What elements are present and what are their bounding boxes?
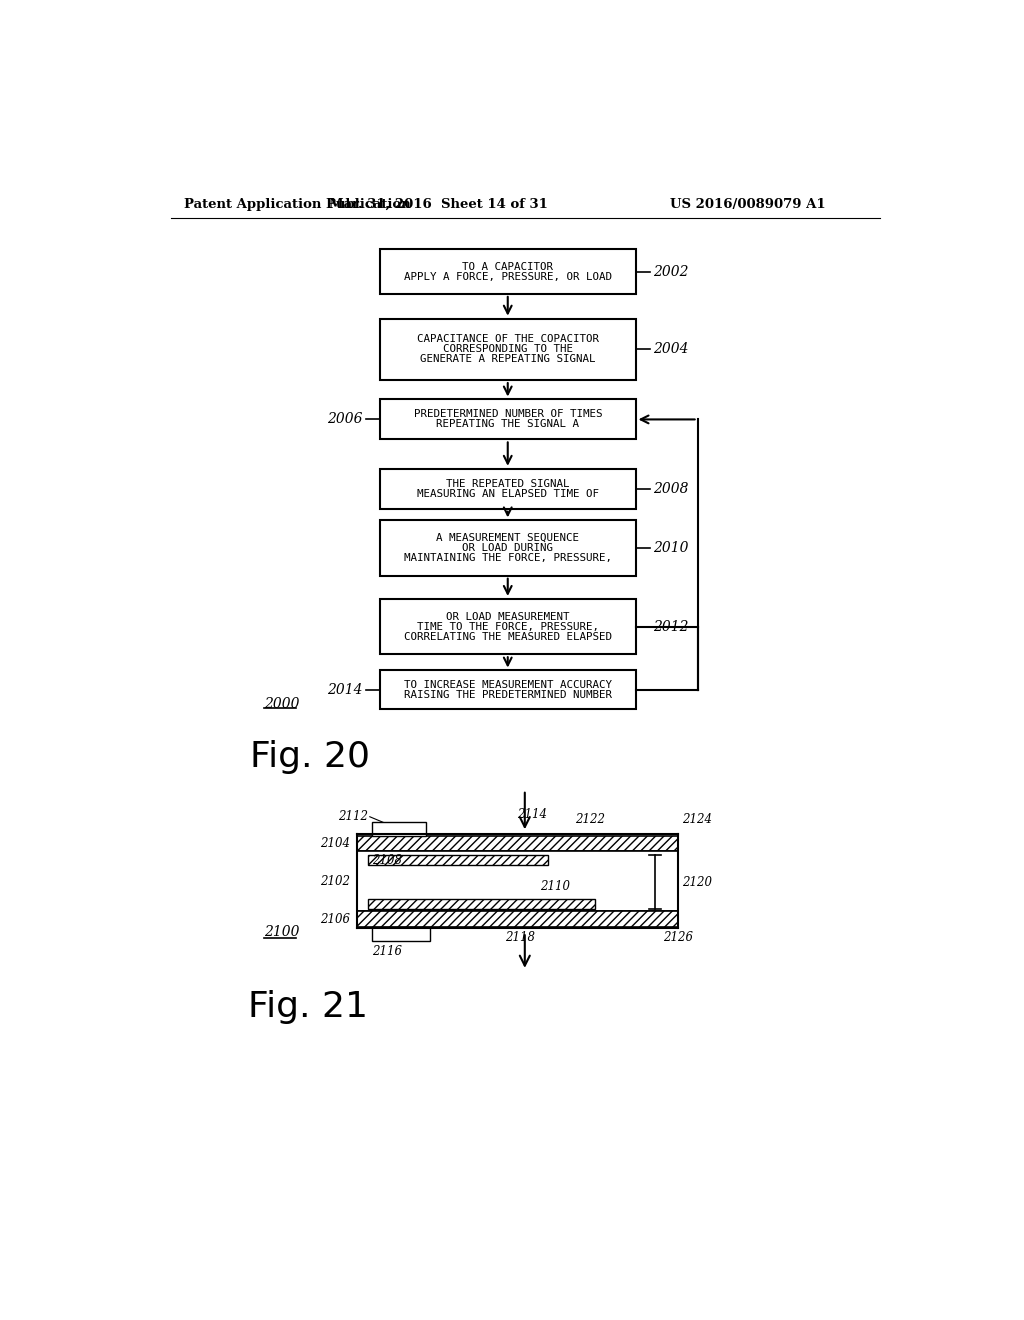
Text: 2122: 2122 [575, 813, 605, 825]
Bar [369, 855, 548, 866]
Text: 2010: 2010 [652, 541, 688, 554]
Bar [356, 851, 678, 911]
Text: PREDETERMINED NUMBER OF TIMES: PREDETERMINED NUMBER OF TIMES [414, 409, 602, 420]
Bar [380, 469, 636, 508]
Text: 2100: 2100 [263, 925, 299, 940]
Bar [380, 599, 636, 655]
Text: 2000: 2000 [263, 697, 299, 711]
Text: 2114: 2114 [517, 808, 547, 821]
Bar [380, 400, 636, 440]
Text: 2012: 2012 [652, 619, 688, 634]
Text: 2014: 2014 [328, 682, 362, 697]
Text: 2116: 2116 [372, 945, 402, 958]
Text: 2112: 2112 [338, 810, 369, 824]
Text: TO A CAPACITOR: TO A CAPACITOR [462, 261, 553, 272]
Text: THE REPEATED SIGNAL: THE REPEATED SIGNAL [446, 479, 569, 488]
Text: MEASURING AN ELAPSED TIME OF: MEASURING AN ELAPSED TIME OF [417, 488, 599, 499]
Text: 2120: 2120 [682, 875, 712, 888]
Text: A MEASUREMENT SEQUENCE: A MEASUREMENT SEQUENCE [436, 533, 580, 543]
Bar [372, 927, 430, 941]
Text: Mar. 31, 2016  Sheet 14 of 31: Mar. 31, 2016 Sheet 14 of 31 [329, 198, 548, 211]
Text: 2106: 2106 [321, 912, 350, 925]
Bar [356, 911, 678, 927]
Text: TO INCREASE MEASUREMENT ACCURACY: TO INCREASE MEASUREMENT ACCURACY [403, 680, 611, 689]
Text: RAISING THE PREDETERMINED NUMBER: RAISING THE PREDETERMINED NUMBER [403, 690, 611, 700]
Bar [380, 249, 636, 294]
Text: 2124: 2124 [682, 813, 712, 825]
Bar [369, 899, 595, 909]
Text: 2108: 2108 [372, 854, 402, 867]
Text: GENERATE A REPEATING SIGNAL: GENERATE A REPEATING SIGNAL [420, 354, 596, 364]
Bar [380, 520, 636, 576]
Text: 2110: 2110 [541, 879, 570, 892]
Text: CAPACITANCE OF THE COPACITOR: CAPACITANCE OF THE COPACITOR [417, 334, 599, 345]
Text: Fig. 21: Fig. 21 [248, 990, 368, 1024]
Text: 2006: 2006 [328, 412, 362, 426]
Text: REPEATING THE SIGNAL A: REPEATING THE SIGNAL A [436, 420, 580, 429]
Text: Fig. 20: Fig. 20 [251, 739, 371, 774]
Text: TIME TO THE FORCE, PRESSURE,: TIME TO THE FORCE, PRESSURE, [417, 622, 599, 631]
Text: 2004: 2004 [652, 342, 688, 356]
Text: CORRESPONDING TO THE: CORRESPONDING TO THE [442, 345, 572, 354]
Text: 2102: 2102 [321, 875, 350, 888]
Bar [372, 822, 426, 836]
Text: APPLY A FORCE, PRESSURE, OR LOAD: APPLY A FORCE, PRESSURE, OR LOAD [403, 272, 611, 281]
Bar [380, 671, 636, 709]
Bar [380, 318, 636, 380]
Text: OR LOAD DURING: OR LOAD DURING [462, 543, 553, 553]
Text: 2002: 2002 [652, 264, 688, 279]
Text: 2118: 2118 [506, 931, 536, 944]
Text: Patent Application Publication: Patent Application Publication [183, 198, 411, 211]
Text: 2126: 2126 [663, 931, 693, 944]
Bar [356, 836, 678, 851]
Text: 2104: 2104 [321, 837, 350, 850]
Text: US 2016/0089079 A1: US 2016/0089079 A1 [671, 198, 826, 211]
Text: 2008: 2008 [652, 482, 688, 496]
Text: CORRELATING THE MEASURED ELAPSED: CORRELATING THE MEASURED ELAPSED [403, 631, 611, 642]
Text: OR LOAD MEASUREMENT: OR LOAD MEASUREMENT [446, 611, 569, 622]
Text: MAINTAINING THE FORCE, PRESSURE,: MAINTAINING THE FORCE, PRESSURE, [403, 553, 611, 564]
